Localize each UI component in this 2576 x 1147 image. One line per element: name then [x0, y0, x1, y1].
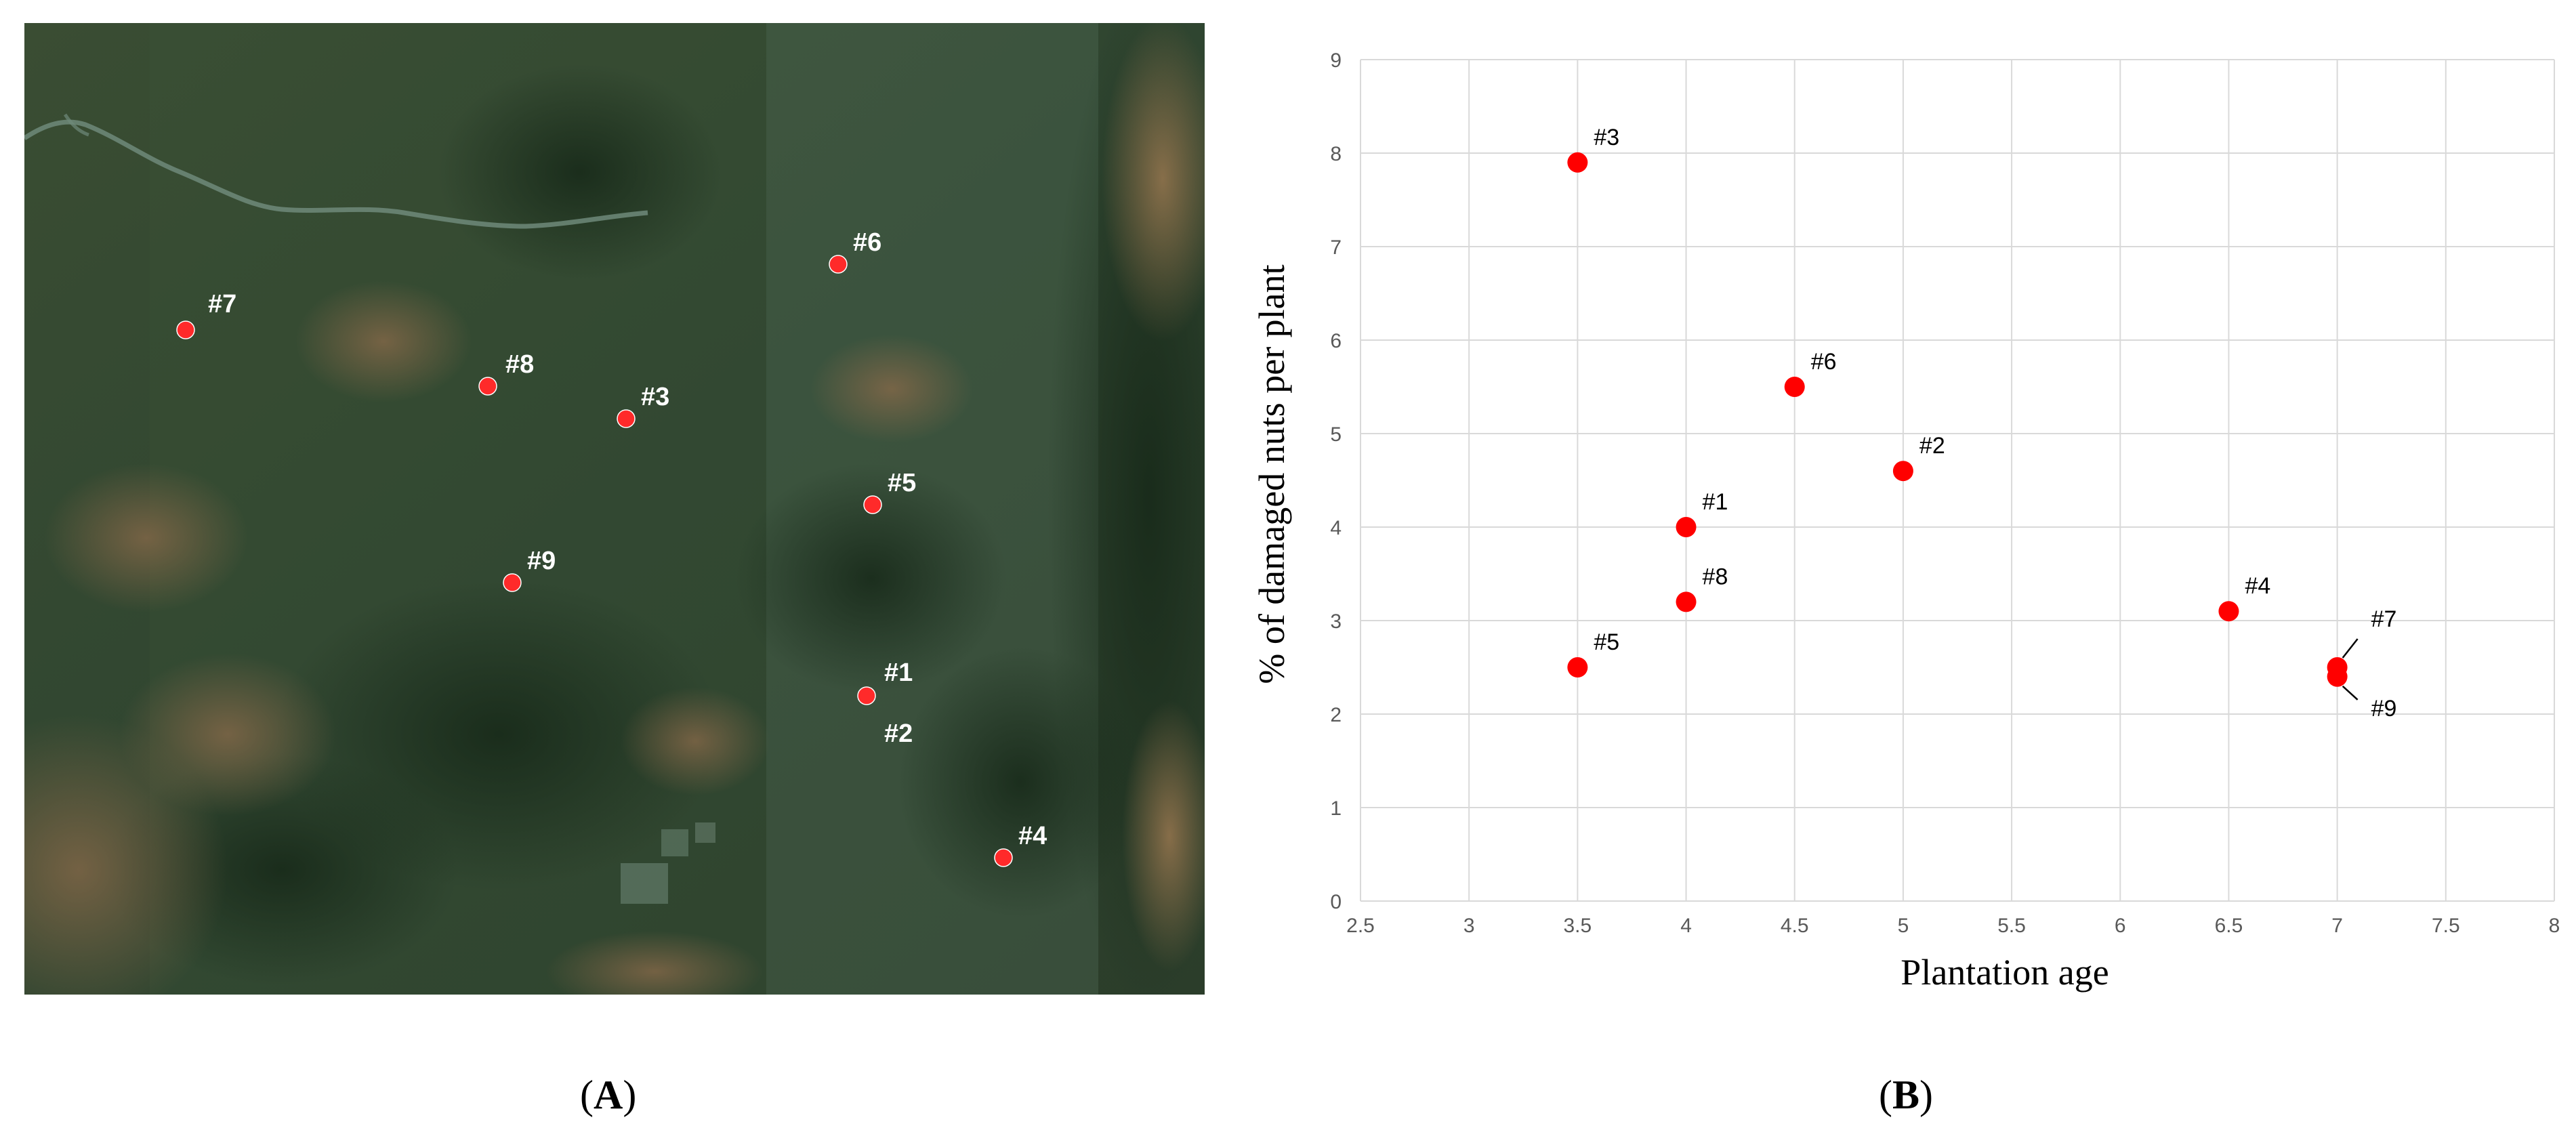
y-tick-label: 6: [1330, 330, 1342, 352]
x-tick-label: 3.5: [1564, 915, 1592, 937]
map-site-label: #1: [884, 659, 913, 687]
point-leader-line: [2342, 638, 2359, 659]
x-tick-label: 7: [2331, 915, 2343, 937]
x-axis-ticks: 2.5 3 3.5 4 4.5 5 5.5 6 6.5 7 7.5 8: [1346, 915, 2560, 937]
x-axis-title: Plantation age: [1900, 952, 2108, 993]
y-tick-label: 1: [1330, 797, 1342, 820]
point-label: #8: [1703, 564, 1728, 589]
map-site-marker: [863, 495, 882, 514]
map-site-marker: [857, 686, 876, 705]
map-site-marker: [503, 573, 522, 592]
y-tick-label: 9: [1330, 49, 1342, 72]
map-site-marker: [176, 320, 195, 339]
point-label: #5: [1594, 629, 1619, 655]
x-tick-label: 6.5: [2215, 915, 2243, 937]
point-label: #1: [1703, 489, 1728, 515]
satellite-map: #7 #8 #3 #6 #5 #9 #1 #2 #4: [24, 23, 1205, 995]
scatter-point: [1676, 591, 1697, 612]
x-tick-label: 4.5: [1781, 915, 1809, 937]
y-axis-title: % of damaged nuts per plant: [1251, 264, 1292, 684]
point-label: #4: [2245, 573, 2270, 599]
map-site-marker: [478, 377, 497, 396]
map-site-label: #9: [527, 547, 556, 575]
point-label: #2: [1919, 433, 1945, 459]
x-tick-label: 8: [2549, 915, 2560, 937]
scatter-chart: 2.5 3 3.5 4 4.5 5 5.5 6 6.5 7 7.5 8 0 1 2 3 4 5 6 7 8 9 #3 #6…: [1247, 27, 2576, 1003]
y-tick-label: 3: [1330, 610, 1342, 633]
map-site-label: #6: [853, 228, 881, 257]
x-tick-label: 4: [1680, 915, 1692, 937]
map-background: [24, 23, 1205, 995]
scatter-point: [1567, 657, 1588, 677]
point-label: #7: [2371, 606, 2397, 632]
y-tick-label: 0: [1330, 891, 1342, 913]
x-tick-label: 5: [1898, 915, 1909, 937]
scatter-point: [2327, 666, 2348, 687]
map-site-label: #4: [1018, 822, 1047, 850]
map-site-label: #5: [888, 469, 916, 497]
scatter-point: [2218, 601, 2239, 622]
data-points: #3 #6 #2 #1 #8 #5 #4 #7 #9: [1567, 125, 2396, 722]
y-tick-label: 7: [1330, 236, 1342, 259]
x-tick-label: 5.5: [1997, 915, 2026, 937]
point-leader-line: [2342, 685, 2359, 701]
panel-b-caption: (B): [1879, 1072, 1933, 1117]
y-axis-ticks: 0 1 2 3 4 5 6 7 8 9: [1330, 49, 1342, 913]
x-tick-label: 3: [1463, 915, 1475, 937]
x-tick-label: 7.5: [2432, 915, 2460, 937]
point-label: #9: [2371, 696, 2397, 722]
chart-grid: [1360, 59, 2555, 902]
point-label: #3: [1594, 125, 1619, 150]
map-site-marker: [829, 255, 848, 274]
y-tick-label: 5: [1330, 423, 1342, 446]
map-site-marker: [617, 409, 636, 428]
map-site-marker: [994, 848, 1013, 867]
scatter-point: [1892, 461, 1913, 482]
scatter-point: [1567, 152, 1588, 173]
y-tick-label: 8: [1330, 143, 1342, 165]
map-site-label: #2: [884, 720, 913, 748]
map-site-label: #8: [505, 350, 534, 379]
panel-a-caption: (A): [580, 1072, 637, 1117]
map-site-label: #7: [208, 290, 236, 318]
y-tick-label: 4: [1330, 517, 1342, 539]
map-site-label: #3: [641, 383, 669, 411]
y-tick-label: 2: [1330, 704, 1342, 726]
x-tick-label: 6: [2115, 915, 2126, 937]
scatter-point: [1676, 517, 1697, 537]
scatter-point: [1784, 377, 1805, 397]
point-label: #6: [1811, 349, 1837, 375]
x-tick-label: 2.5: [1346, 915, 1375, 937]
